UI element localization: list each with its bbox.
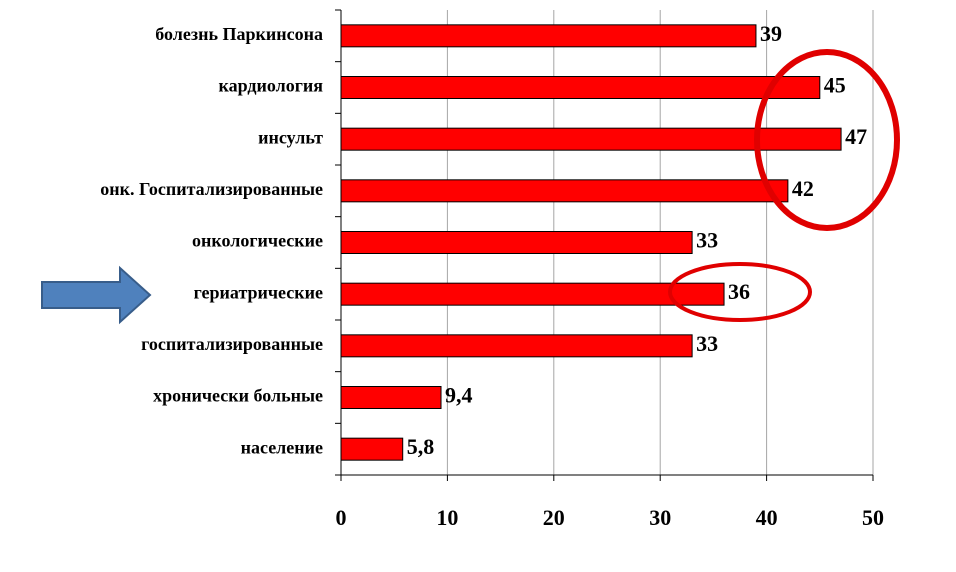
x-tick-label: 30 — [649, 505, 671, 530]
y-tick-label: онкологические — [192, 231, 323, 251]
value-label: 47 — [845, 124, 867, 149]
y-tick-label: гериатрические — [194, 282, 323, 302]
value-label: 9,4 — [445, 383, 473, 408]
value-label: 42 — [792, 176, 814, 201]
bar — [340, 386, 442, 409]
y-tick-label: население — [241, 437, 323, 457]
arrow — [41, 265, 152, 325]
bar — [340, 437, 404, 461]
bar — [340, 179, 789, 203]
bar — [340, 24, 757, 48]
x-tick-label: 10 — [436, 505, 458, 530]
highlight-ellipse — [668, 262, 812, 322]
x-tick-label: 40 — [756, 505, 778, 530]
y-tick-label: кардиология — [219, 76, 324, 96]
highlight-ellipse — [754, 49, 900, 231]
y-tick-label: госпитализированные — [141, 334, 323, 354]
y-tick-label: хронически больные — [153, 386, 323, 406]
value-label: 33 — [696, 228, 718, 253]
value-label: 5,8 — [407, 434, 435, 459]
bar — [340, 282, 725, 306]
y-tick-label: онк. Госпитализированные — [100, 179, 323, 199]
bar — [340, 127, 842, 151]
x-tick-label: 0 — [336, 505, 347, 530]
bar — [340, 334, 693, 358]
plot-area: 0 10 20 30 40 50 болезнь Паркинсона 39 кардиолог… — [100, 9, 884, 530]
value-label: 36 — [728, 279, 750, 304]
x-tick-label: 50 — [862, 505, 884, 530]
y-tick-label: инсульт — [258, 127, 323, 147]
value-label: 45 — [824, 73, 846, 98]
bar — [340, 76, 821, 99]
bar — [340, 231, 693, 254]
value-label: 33 — [696, 331, 718, 356]
value-label: 39 — [760, 21, 782, 46]
y-tick-label: болезнь Паркинсона — [155, 24, 323, 44]
x-tick-label: 20 — [543, 505, 565, 530]
